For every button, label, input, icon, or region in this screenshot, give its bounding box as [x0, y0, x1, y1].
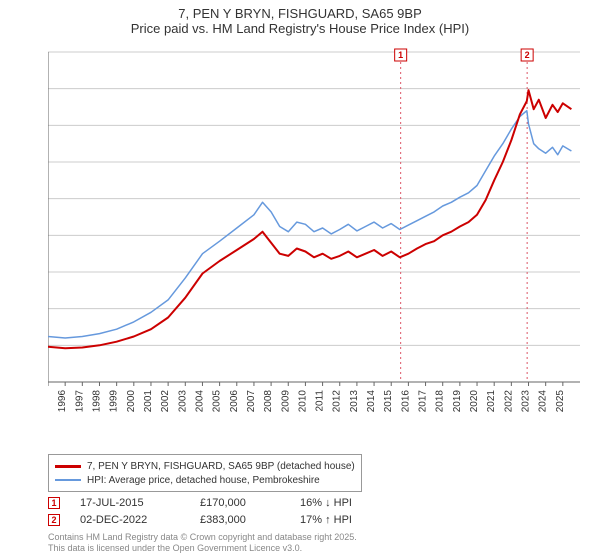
svg-text:2006: 2006: [229, 390, 240, 413]
legend-label-hpi: HPI: Average price, detached house, Pemb…: [87, 475, 320, 486]
svg-text:2008: 2008: [263, 390, 274, 413]
svg-text:1: 1: [398, 50, 403, 60]
svg-text:2003: 2003: [177, 390, 188, 413]
marker-1-delta: 16% ↓ HPI: [300, 497, 400, 509]
svg-text:2020: 2020: [469, 390, 480, 413]
svg-text:2002: 2002: [160, 390, 171, 413]
marker-badge-1: 1: [48, 497, 60, 509]
svg-text:2017: 2017: [418, 390, 429, 413]
price-chart: £0£50K£100K£150K£200K£250K£300K£350K£400…: [48, 46, 588, 418]
svg-text:2019: 2019: [452, 390, 463, 413]
svg-text:2023: 2023: [521, 390, 532, 413]
svg-text:1999: 1999: [109, 390, 120, 413]
legend-swatch-price-paid: [55, 465, 81, 468]
marker-2-date: 02-DEC-2022: [80, 514, 200, 526]
svg-text:2005: 2005: [212, 390, 223, 413]
svg-text:2014: 2014: [366, 390, 377, 413]
chart-title-line2: Price paid vs. HM Land Registry's House …: [0, 21, 600, 36]
svg-text:2000: 2000: [126, 390, 137, 413]
svg-text:2011: 2011: [315, 390, 326, 412]
svg-text:1996: 1996: [57, 390, 68, 413]
svg-text:2024: 2024: [538, 390, 549, 413]
marker-data-table: 1 17-JUL-2015 £170,000 16% ↓ HPI 2 02-DE…: [48, 494, 400, 528]
svg-text:2004: 2004: [194, 390, 205, 413]
attribution-text: Contains HM Land Registry data © Crown c…: [48, 532, 357, 555]
svg-text:1998: 1998: [91, 390, 102, 413]
attribution-line1: Contains HM Land Registry data © Crown c…: [48, 532, 357, 543]
legend-label-price-paid: 7, PEN Y BRYN, FISHGUARD, SA65 9BP (deta…: [87, 461, 355, 472]
marker-2-price: £383,000: [200, 514, 300, 526]
svg-text:2: 2: [525, 50, 530, 60]
attribution-line2: This data is licensed under the Open Gov…: [48, 543, 357, 554]
svg-text:2022: 2022: [503, 390, 514, 413]
svg-text:2010: 2010: [297, 390, 308, 413]
marker-1-date: 17-JUL-2015: [80, 497, 200, 509]
marker-2-delta: 17% ↑ HPI: [300, 514, 400, 526]
svg-text:2025: 2025: [555, 390, 566, 413]
svg-text:2009: 2009: [280, 390, 291, 413]
svg-text:2018: 2018: [435, 390, 446, 413]
svg-text:2015: 2015: [383, 390, 394, 413]
legend: 7, PEN Y BRYN, FISHGUARD, SA65 9BP (deta…: [48, 454, 362, 492]
svg-text:2001: 2001: [143, 390, 154, 413]
svg-text:2012: 2012: [332, 390, 343, 413]
svg-text:1995: 1995: [48, 390, 51, 413]
svg-text:2021: 2021: [486, 390, 497, 413]
chart-title-line1: 7, PEN Y BRYN, FISHGUARD, SA65 9BP: [0, 6, 600, 21]
svg-text:2007: 2007: [246, 390, 257, 413]
marker-badge-2: 2: [48, 514, 60, 526]
svg-text:2016: 2016: [400, 390, 411, 413]
svg-text:1997: 1997: [74, 390, 85, 413]
marker-1-price: £170,000: [200, 497, 300, 509]
legend-swatch-hpi: [55, 479, 81, 481]
svg-text:2013: 2013: [349, 390, 360, 413]
